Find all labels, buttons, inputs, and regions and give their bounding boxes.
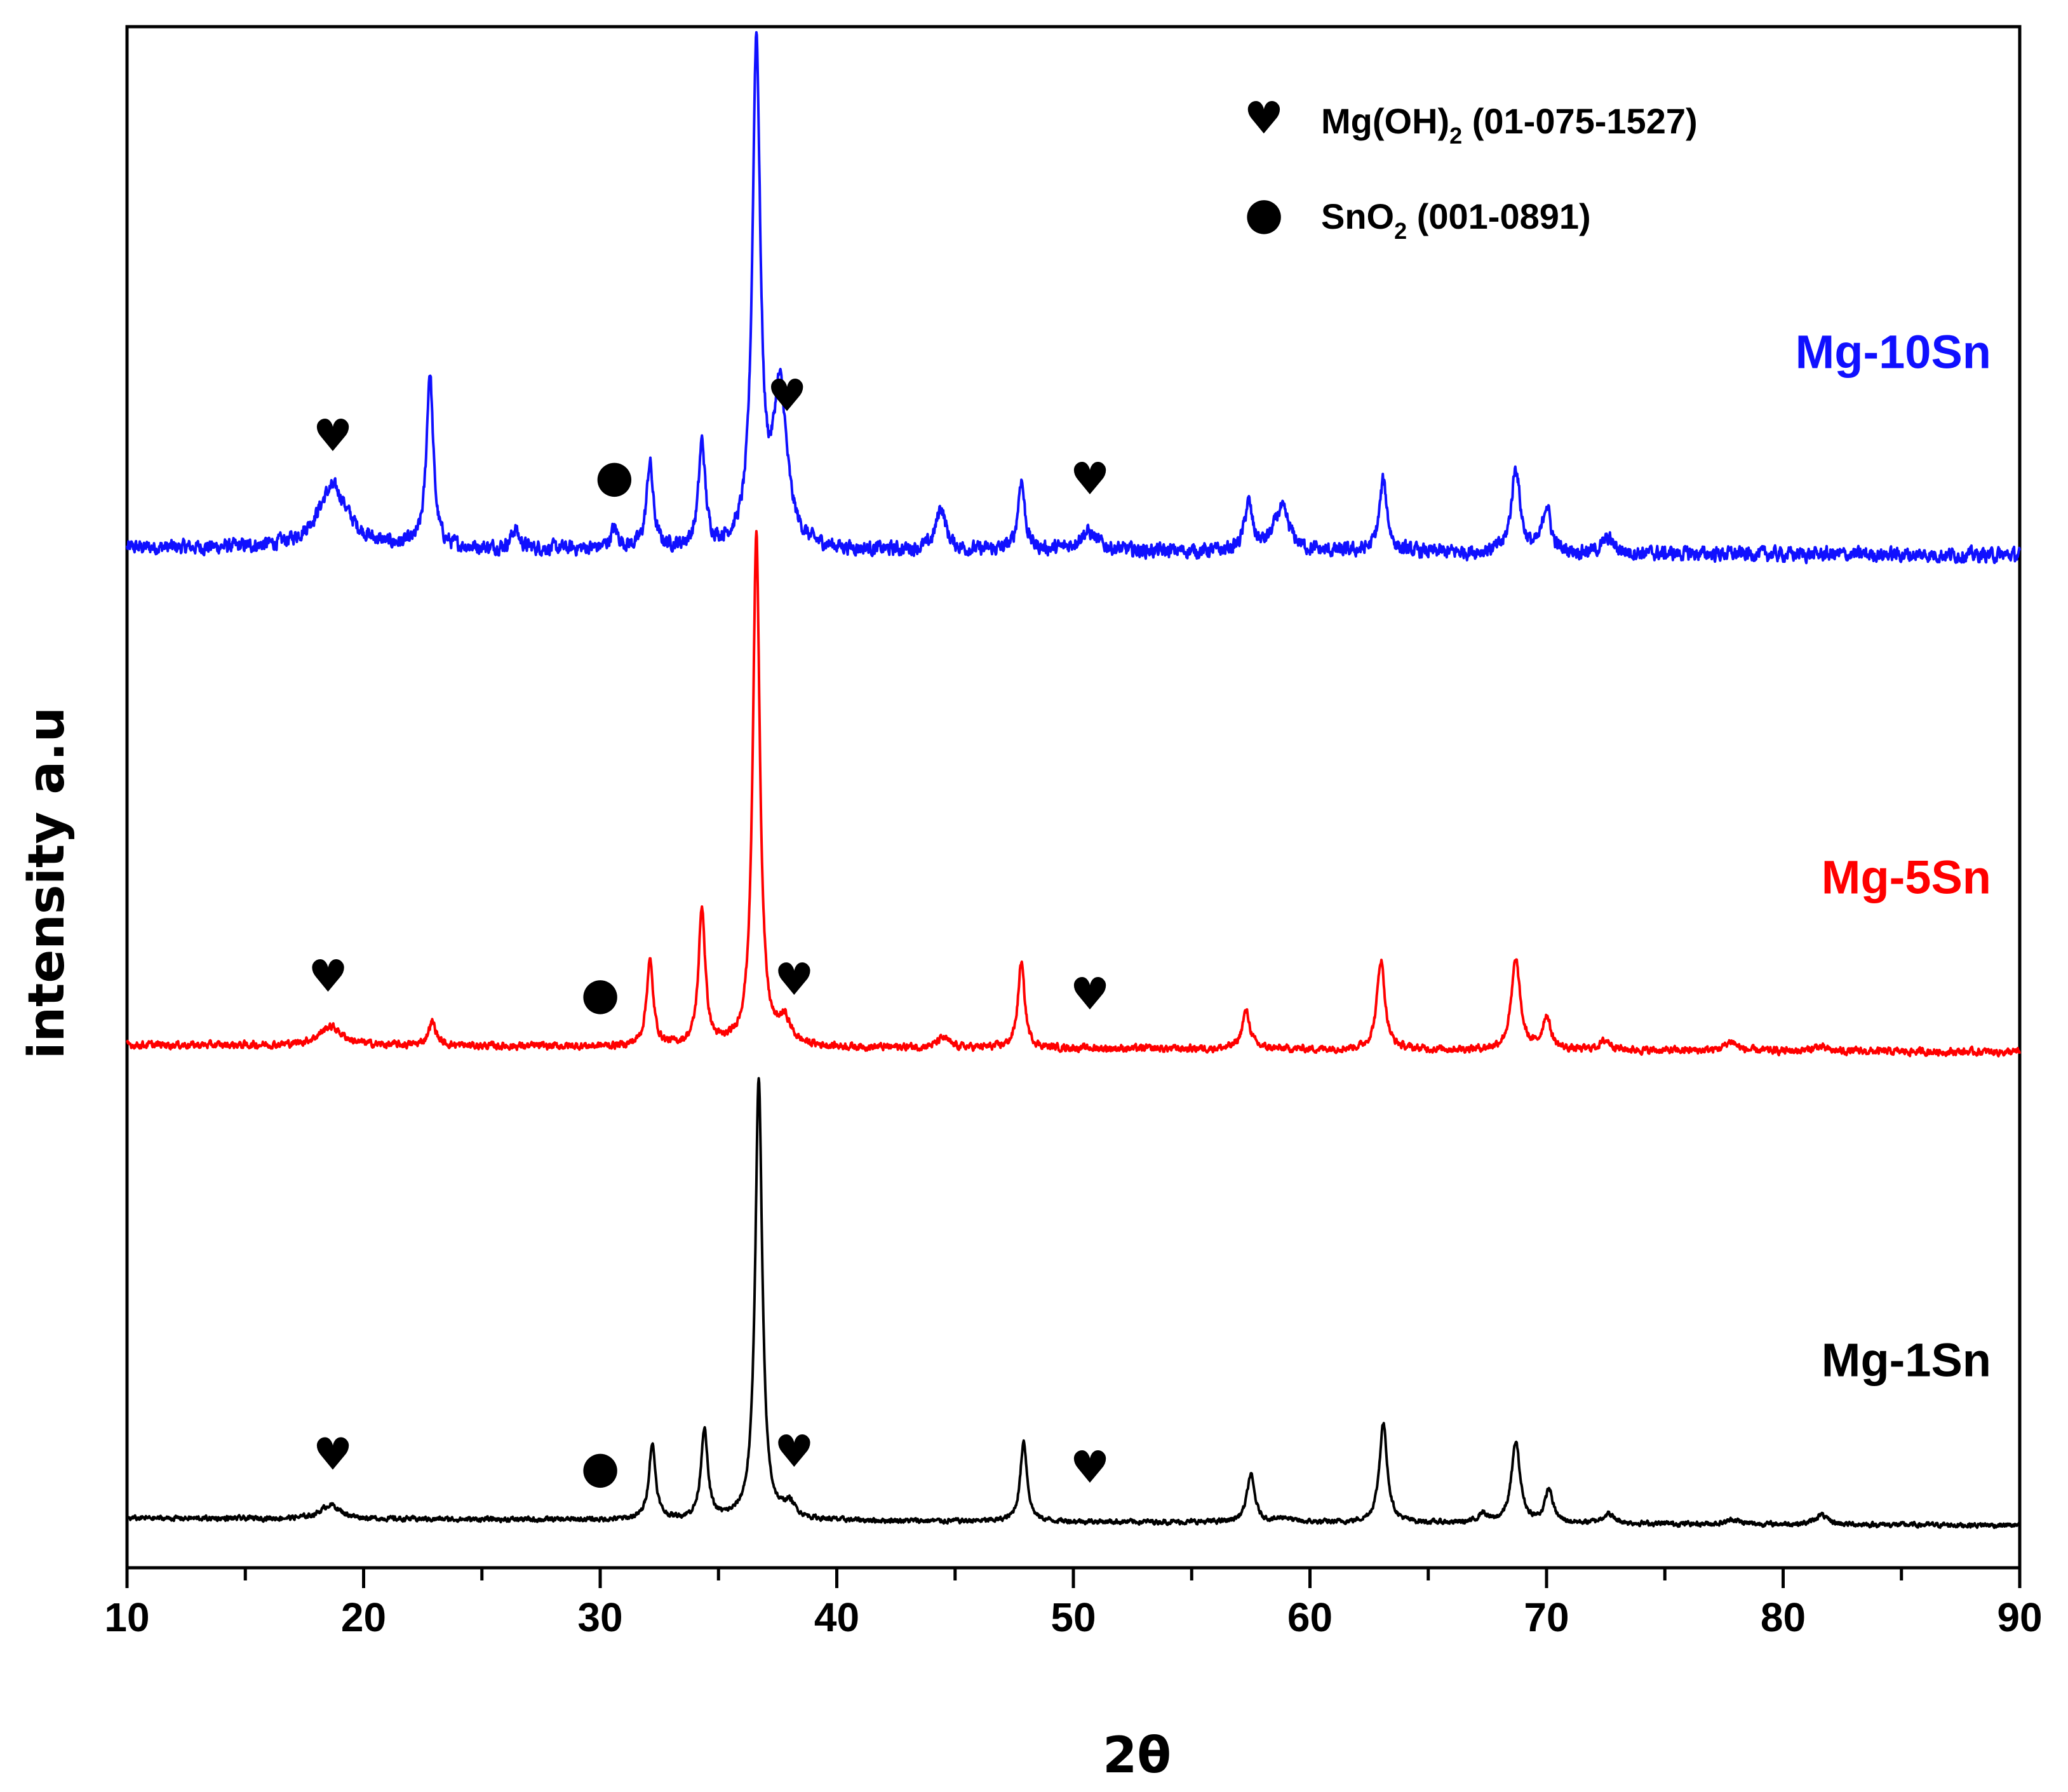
x-axis-ticks: 10 20 30 40 50 60 70 80 90 xyxy=(104,1568,2043,1640)
series-label-mg-10sn: Mg-10Sn xyxy=(1796,326,1991,379)
heart-marker-icon: ♥ xyxy=(308,950,348,1002)
series-mg-1sn: Mg-1Sn xyxy=(126,1077,2021,1530)
heart-marker-icon: ♥ xyxy=(1070,968,1110,1020)
x-tick-label: 30 xyxy=(577,1594,622,1640)
series-mg-5sn: Mg-5Sn xyxy=(126,530,2021,1058)
dot-marker-icon: ● xyxy=(581,1441,619,1493)
x-tick-label: 50 xyxy=(1051,1594,1096,1640)
legend: ♥ Mg(OH)2 (01-075-1527) ● SnO2 (001-0891) xyxy=(1244,92,1698,244)
x-tick-label: 10 xyxy=(104,1594,149,1640)
plot-frame xyxy=(125,25,2022,1570)
heart-marker-icon: ♥ xyxy=(767,370,807,422)
annotation-layer: ♥ ● ♥ ♥ ♥ ● ♥ ♥ ♥ ● ♥ ♥ xyxy=(308,370,1110,1493)
x-tick-label: 80 xyxy=(1761,1594,1806,1640)
series-label-mg-1sn: Mg-1Sn xyxy=(1822,1334,1991,1387)
heart-marker-icon: ♥ xyxy=(313,1428,353,1480)
heart-marker-icon: ♥ xyxy=(774,953,814,1006)
series-layer: Mg-10Sn Mg-5Sn Mg-1Sn xyxy=(126,30,2021,1530)
series-line-mg-10sn xyxy=(126,30,2021,565)
dot-marker-icon: ● xyxy=(595,450,634,502)
dot-marker-icon: ● xyxy=(581,967,619,1020)
x-tick-label: 20 xyxy=(341,1594,386,1640)
legend-entry-text: Mg(OH)2 (01-075-1527) xyxy=(1321,101,1698,149)
heart-marker-icon: ♥ xyxy=(313,410,353,462)
heart-marker-icon: ♥ xyxy=(774,1425,814,1478)
series-line-mg-5sn xyxy=(126,530,2021,1058)
x-tick-label: 60 xyxy=(1287,1594,1333,1640)
legend-dot-icon: ● xyxy=(1244,187,1283,239)
series-label-mg-5sn: Mg-5Sn xyxy=(1822,851,1991,904)
x-axis-title: 2θ xyxy=(1103,1727,1171,1784)
series-line-mg-1sn xyxy=(126,1077,2021,1530)
x-tick-label: 90 xyxy=(1997,1594,2042,1640)
x-tick-label: 40 xyxy=(814,1594,859,1640)
legend-heart-icon: ♥ xyxy=(1244,92,1284,144)
heart-marker-icon: ♥ xyxy=(1070,453,1110,505)
series-mg-10sn: Mg-10Sn xyxy=(126,30,2021,565)
y-axis-title: intensity a.u xyxy=(18,707,76,1059)
x-tick-label: 70 xyxy=(1524,1594,1569,1640)
legend-entry-text: SnO2 (001-0891) xyxy=(1321,196,1591,244)
heart-marker-icon: ♥ xyxy=(1070,1441,1110,1493)
